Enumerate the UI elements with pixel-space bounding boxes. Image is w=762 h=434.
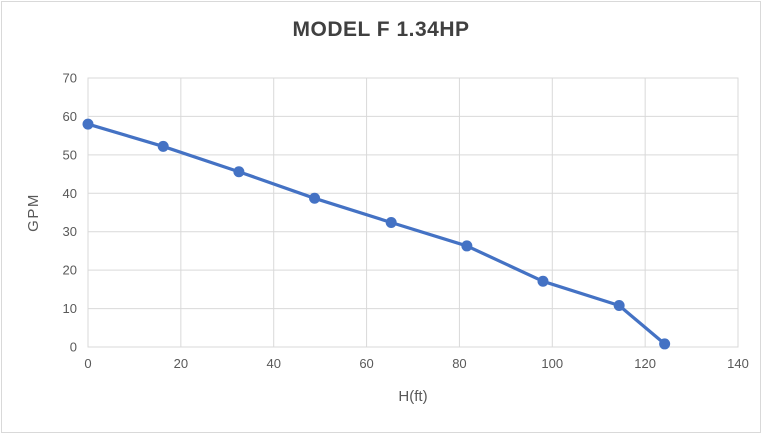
y-tick-label: 10 bbox=[63, 301, 77, 316]
y-tick-label: 50 bbox=[63, 147, 77, 162]
y-tick-label: 40 bbox=[63, 186, 77, 201]
x-tick-label: 40 bbox=[266, 356, 280, 371]
y-tick-label: 20 bbox=[63, 263, 77, 278]
data-point-marker bbox=[659, 338, 671, 350]
x-axis-title: H(ft) bbox=[398, 388, 427, 405]
y-tick-label: 70 bbox=[63, 71, 77, 86]
data-point-marker bbox=[385, 216, 397, 228]
y-axis-title: GPM bbox=[25, 193, 42, 232]
data-point-marker bbox=[82, 118, 94, 130]
data-point-marker bbox=[233, 166, 245, 178]
plot-border bbox=[87, 77, 739, 348]
x-tick-label: 20 bbox=[174, 356, 188, 371]
chart-title: MODEL F 1.34HP bbox=[292, 18, 470, 41]
x-tick-label: 60 bbox=[359, 356, 373, 371]
x-tick-label: 0 bbox=[84, 356, 91, 371]
y-tick-label: 0 bbox=[70, 340, 77, 355]
x-tick-label: 140 bbox=[727, 356, 749, 371]
y-tick-label: 30 bbox=[63, 224, 77, 239]
data-point-marker bbox=[309, 192, 321, 204]
data-line bbox=[86, 122, 667, 346]
x-tick-label: 120 bbox=[634, 356, 656, 371]
data-point-marker bbox=[613, 299, 625, 311]
y-tick-label: 60 bbox=[63, 109, 77, 124]
data-point-marker bbox=[157, 140, 169, 152]
data-point-marker bbox=[461, 240, 473, 252]
data-point-marker bbox=[537, 275, 549, 287]
x-tick-label: 80 bbox=[452, 356, 466, 371]
x-tick-label: 100 bbox=[541, 356, 563, 371]
